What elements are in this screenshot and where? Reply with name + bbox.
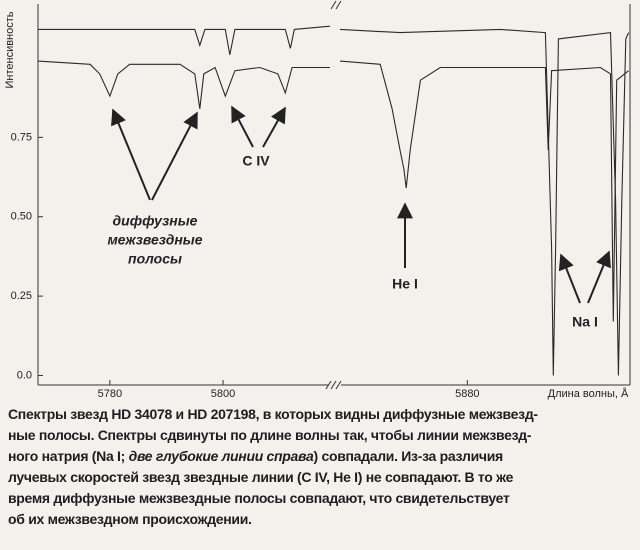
caption-text: Спектры звезд HD 34078 и HD 207198, в ко… [8,406,538,422]
caption-line: время диффузные межзвездные полосы совпа… [8,488,636,509]
caption-text: время диффузные межзвездные полосы совпа… [8,490,510,506]
caption: Спектры звезд HD 34078 и HD 207198, в ко… [8,404,636,530]
spectrum-line [38,25,630,376]
caption-text: об их межзвездном происхождении. [8,511,252,527]
y-axis-label: Интенсивность [4,11,16,88]
annotation: C IV [242,153,270,169]
caption-line: об их межзвездном происхождении. [8,509,636,530]
y-tick-label: 0.75 [11,131,32,143]
caption-text: лучевых скоростей звезд звездные линии (… [8,469,514,485]
caption-text: ) совпадали. Из-за различия [313,448,504,464]
y-tick-label: 0.50 [11,211,32,223]
x-tick-label: 5780 [98,388,122,400]
annotation: He I [392,276,418,292]
x-tick-label: 5800 [211,388,235,400]
annotation: Na I [572,314,598,330]
caption-line: Спектры звезд HD 34078 и HD 207198, в ко… [8,404,636,425]
axes [37,0,631,390]
caption-line: ного натрия (Na I; две глубокие линии сп… [8,446,636,467]
arrows [111,105,611,304]
caption-text: ные полосы. Спектры сдвинуты по длине во… [8,427,532,443]
chart: Интенсивность Длина волны, Å диффузные м… [4,0,631,400]
y-tick-label: 0.0 [17,369,32,381]
caption-line: лучевых скоростей звезд звездные линии (… [8,467,636,488]
caption-text: ного натрия (Na I; [8,448,129,464]
annotation: межзвездные [107,232,202,248]
annotation: полосы [128,251,182,267]
annotation: диффузные [113,213,198,229]
caption-line: ные полосы. Спектры сдвинуты по длине во… [8,425,636,446]
caption-text: две глубокие линии справа [128,448,314,464]
y-tick-label: 0.25 [11,290,32,302]
x-axis-label: Длина волны, Å [548,387,629,400]
x-tick-label: 5880 [455,388,479,400]
spectrum-line [37,60,629,322]
